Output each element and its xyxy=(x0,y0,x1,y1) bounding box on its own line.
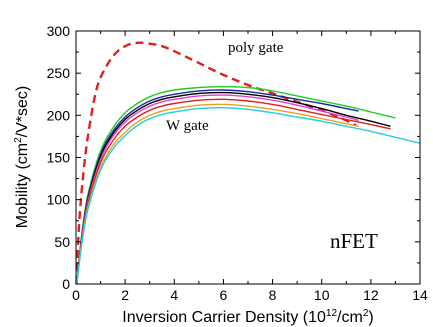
x-tick-label: 14 xyxy=(412,287,428,303)
y-tick-label: 150 xyxy=(47,150,71,166)
x-axis-title: Inversion Carrier Density (1012/cm2) xyxy=(122,308,373,326)
x-tick-label: 2 xyxy=(121,287,129,303)
series-line-7 xyxy=(76,106,421,285)
series-lines xyxy=(75,41,421,285)
series-line-2 xyxy=(76,89,359,285)
w-gate-label: W gate xyxy=(166,118,209,134)
x-tick-label: 10 xyxy=(314,287,330,303)
series-line-6 xyxy=(76,103,359,285)
x-tick-label: 0 xyxy=(72,287,80,303)
y-tick-label: 100 xyxy=(47,192,71,208)
x-tick-label: 6 xyxy=(220,287,228,303)
series-line-5 xyxy=(76,98,391,285)
axis-ticks: 0 2 4 6 8 10 12 14 0 50 100 150 200 250 300 xyxy=(47,23,428,303)
x-tick-label: 8 xyxy=(269,287,277,303)
y-tick-label: 300 xyxy=(47,23,71,39)
y-axis-title: Mobility (cm2/V*sec) xyxy=(13,86,31,228)
series-line-dashed-0 xyxy=(75,41,357,285)
y-tick-label: 0 xyxy=(62,276,70,292)
y-tick-label: 250 xyxy=(47,65,71,81)
x-tick-label: 12 xyxy=(363,287,379,303)
poly-gate-label: poly gate xyxy=(228,40,284,56)
y-tick-label: 50 xyxy=(54,234,70,250)
series-line-1 xyxy=(76,85,396,285)
x-tick-label: 4 xyxy=(170,287,178,303)
y-tick-label: 200 xyxy=(47,107,71,123)
series-line-3 xyxy=(76,91,391,285)
nfet-label: nFET xyxy=(330,229,378,253)
series-line-4 xyxy=(76,94,359,285)
